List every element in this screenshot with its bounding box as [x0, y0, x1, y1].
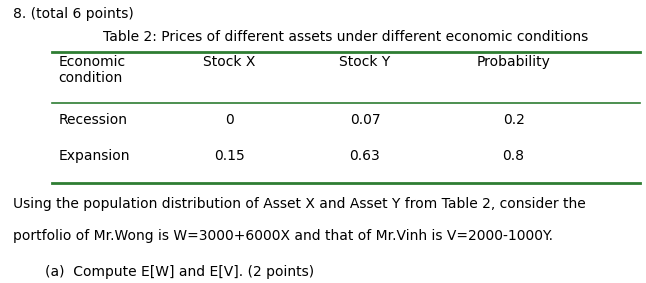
Text: Expansion: Expansion	[58, 149, 130, 162]
Text: Probability: Probability	[477, 55, 550, 69]
Text: 0.15: 0.15	[214, 149, 245, 162]
Text: 0.2: 0.2	[503, 113, 525, 127]
Text: (a)  Compute E[W] and E[V]. (2 points): (a) Compute E[W] and E[V]. (2 points)	[45, 265, 315, 278]
Text: 0: 0	[225, 113, 234, 127]
Text: 0.8: 0.8	[503, 149, 525, 162]
Text: 0.63: 0.63	[349, 149, 380, 162]
Text: Table 2: Prices of different assets under different economic conditions: Table 2: Prices of different assets unde…	[103, 30, 589, 44]
Text: Stock Y: Stock Y	[339, 55, 391, 69]
Text: portfolio of Mr.Wong is W=3000+6000X and that of Mr.Vinh is V=2000-1000Y.: portfolio of Mr.Wong is W=3000+6000X and…	[13, 229, 553, 243]
Text: 0.07: 0.07	[349, 113, 380, 127]
Text: Economic
condition: Economic condition	[58, 55, 125, 85]
Text: 8. (total 6 points): 8. (total 6 points)	[13, 7, 134, 21]
Text: Using the population distribution of Asset X and Asset Y from Table 2, consider : Using the population distribution of Ass…	[13, 197, 586, 211]
Text: Stock X: Stock X	[203, 55, 256, 69]
Text: Recession: Recession	[58, 113, 127, 127]
